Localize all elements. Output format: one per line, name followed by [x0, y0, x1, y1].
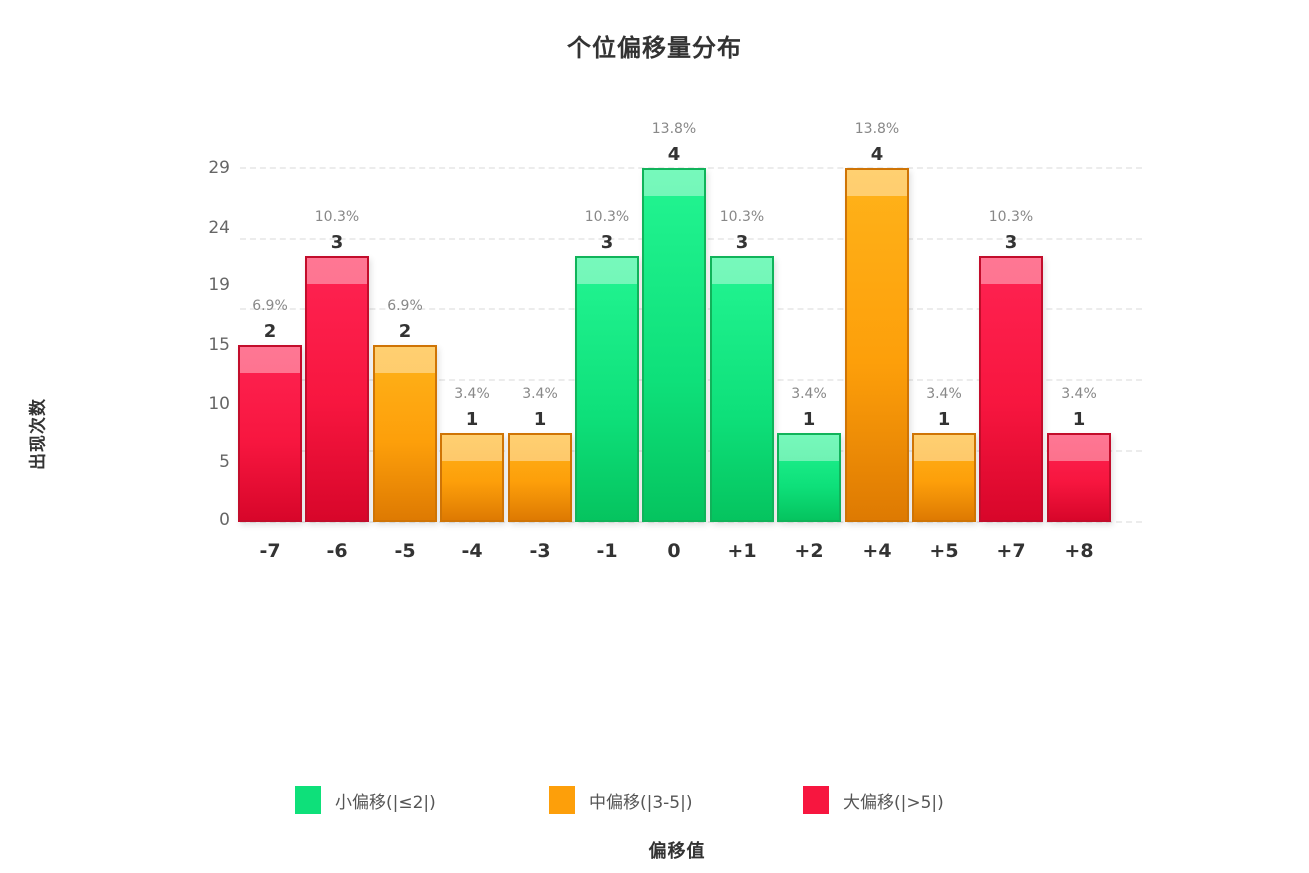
y-tick-label: 5 — [219, 452, 230, 472]
bar-count-label: 2 — [398, 321, 412, 342]
bar--3[interactable] — [508, 433, 572, 522]
x-tick-label: +1 — [727, 540, 757, 562]
bar-+5[interactable] — [912, 433, 976, 522]
y-tick-label: 29 — [208, 158, 230, 178]
y-tick-label: 10 — [208, 394, 230, 414]
bar-highlight — [510, 435, 570, 461]
bar--6[interactable] — [305, 256, 369, 522]
bar-count-label: 3 — [735, 232, 749, 253]
bar-percent-label: 13.8% — [854, 121, 900, 137]
y-tick-label: 0 — [219, 510, 230, 530]
bar-percent-label: 3.4% — [1061, 386, 1097, 402]
x-tick-label: +5 — [929, 540, 959, 562]
x-tick-label: +8 — [1064, 540, 1094, 562]
bar-highlight — [712, 258, 772, 284]
bar-count-label: 1 — [533, 409, 547, 430]
x-axis-title: 偏移值 — [648, 841, 706, 862]
bar-count-label: 3 — [330, 232, 344, 253]
bar-+1[interactable] — [710, 256, 774, 522]
bar-highlight — [1049, 435, 1109, 461]
x-tick-label: -7 — [259, 540, 281, 562]
bar--4[interactable] — [440, 433, 504, 522]
gridline — [240, 521, 1142, 523]
bar-count-label: 4 — [870, 144, 884, 165]
bar-highlight — [307, 258, 367, 284]
bar-highlight — [577, 258, 637, 284]
bar-highlight — [240, 347, 300, 373]
bar-+8[interactable] — [1047, 433, 1111, 522]
bar-0[interactable] — [642, 168, 706, 522]
bar--1[interactable] — [575, 256, 639, 522]
bar-highlight — [442, 435, 502, 461]
bar-highlight — [981, 258, 1041, 284]
bar-count-label: 2 — [263, 321, 277, 342]
bar-percent-label: 10.3% — [314, 209, 360, 225]
bar-count-label: 3 — [600, 232, 614, 253]
bar-count-label: 1 — [465, 409, 479, 430]
bar-percent-label: 3.4% — [454, 386, 490, 402]
bar-+2[interactable] — [777, 433, 841, 522]
x-tick-label: -6 — [326, 540, 348, 562]
legend-item-medium[interactable]: 中偏移(|3-5|) — [549, 786, 693, 814]
bar-percent-label: 13.8% — [651, 121, 697, 137]
y-tick-label: 15 — [208, 335, 230, 355]
x-tick-label: 0 — [667, 540, 681, 562]
chart-title: 个位偏移量分布 — [567, 34, 742, 62]
bar-highlight — [847, 170, 907, 196]
bar--7[interactable] — [238, 345, 302, 522]
bar-percent-label: 10.3% — [584, 209, 630, 225]
legend-label: 小偏移(|≤2|) — [335, 792, 436, 813]
bar-highlight — [644, 170, 704, 196]
bar-highlight — [375, 347, 435, 373]
bar-count-label: 3 — [1004, 232, 1018, 253]
bar-percent-label: 6.9% — [252, 298, 288, 314]
bar--5[interactable] — [373, 345, 437, 522]
legend: 小偏移(|≤2|) 中偏移(|3-5|) 大偏移(|>5|) — [0, 786, 1309, 816]
legend-item-large[interactable]: 大偏移(|>5|) — [803, 786, 944, 814]
bar-count-label: 1 — [937, 409, 951, 430]
bar-percent-label: 3.4% — [926, 386, 962, 402]
legend-label: 中偏移(|3-5|) — [589, 792, 693, 813]
legend-label: 大偏移(|>5|) — [843, 792, 944, 813]
bar-count-label: 1 — [802, 409, 816, 430]
legend-item-small[interactable]: 小偏移(|≤2|) — [295, 786, 436, 814]
bar-highlight — [914, 435, 974, 461]
x-tick-label: +2 — [794, 540, 824, 562]
bar-percent-label: 3.4% — [522, 386, 558, 402]
x-tick-label: -5 — [394, 540, 416, 562]
x-tick-label: +7 — [996, 540, 1026, 562]
bar-+4[interactable] — [845, 168, 909, 522]
legend-swatch-icon — [295, 786, 321, 814]
bar-highlight — [779, 435, 839, 461]
bar-percent-label: 3.4% — [791, 386, 827, 402]
y-tick-label: 24 — [208, 218, 230, 238]
legend-swatch-icon — [803, 786, 829, 814]
bar-count-label: 4 — [667, 144, 681, 165]
bar-count-label: 1 — [1072, 409, 1086, 430]
x-tick-label: +4 — [862, 540, 892, 562]
bar-percent-label: 6.9% — [387, 298, 423, 314]
x-tick-label: -4 — [461, 540, 483, 562]
bar-+7[interactable] — [979, 256, 1043, 522]
legend-swatch-icon — [549, 786, 575, 814]
x-tick-label: -3 — [529, 540, 551, 562]
x-tick-label: -1 — [596, 540, 618, 562]
bar-percent-label: 10.3% — [988, 209, 1034, 225]
bar-percent-label: 10.3% — [719, 209, 765, 225]
y-tick-label: 19 — [208, 275, 230, 295]
